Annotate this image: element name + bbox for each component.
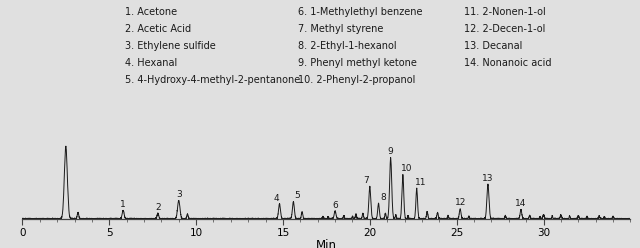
Text: 6. 1-Methylethyl benzene: 6. 1-Methylethyl benzene xyxy=(298,7,422,17)
Text: 3. Ethylene sulfide: 3. Ethylene sulfide xyxy=(125,41,216,51)
Text: 9. Phenyl methyl ketone: 9. Phenyl methyl ketone xyxy=(298,58,417,68)
Text: 2: 2 xyxy=(155,203,161,212)
Text: 8: 8 xyxy=(381,193,387,202)
Text: 5. 4-Hydroxy-4-methyl-2-pentanone: 5. 4-Hydroxy-4-methyl-2-pentanone xyxy=(125,75,300,85)
Text: 10: 10 xyxy=(401,164,412,173)
Text: 14. Nonanoic acid: 14. Nonanoic acid xyxy=(464,58,552,68)
Text: 8. 2-Ethyl-1-hexanol: 8. 2-Ethyl-1-hexanol xyxy=(298,41,396,51)
Text: 2. Acetic Acid: 2. Acetic Acid xyxy=(125,24,191,34)
Text: 13. Decanal: 13. Decanal xyxy=(464,41,522,51)
Text: 7: 7 xyxy=(364,176,369,185)
Text: 5: 5 xyxy=(294,191,300,200)
Text: 12: 12 xyxy=(454,198,466,207)
Text: 13: 13 xyxy=(482,174,493,183)
X-axis label: Min: Min xyxy=(316,239,337,248)
Text: 9: 9 xyxy=(388,147,394,156)
Text: 10. 2-Phenyl-2-propanol: 10. 2-Phenyl-2-propanol xyxy=(298,75,415,85)
Text: 12. 2-Decen-1-ol: 12. 2-Decen-1-ol xyxy=(464,24,545,34)
Text: 7. Methyl styrene: 7. Methyl styrene xyxy=(298,24,383,34)
Text: 4. Hexanal: 4. Hexanal xyxy=(125,58,177,68)
Text: 1. Acetone: 1. Acetone xyxy=(125,7,177,17)
Text: 11. 2-Nonen-1-ol: 11. 2-Nonen-1-ol xyxy=(464,7,546,17)
Text: 1: 1 xyxy=(120,200,126,209)
Text: 4: 4 xyxy=(273,194,279,203)
Text: 3: 3 xyxy=(176,190,182,199)
Text: 6: 6 xyxy=(332,201,338,210)
Text: 11: 11 xyxy=(415,178,426,187)
Text: 14: 14 xyxy=(515,199,527,208)
